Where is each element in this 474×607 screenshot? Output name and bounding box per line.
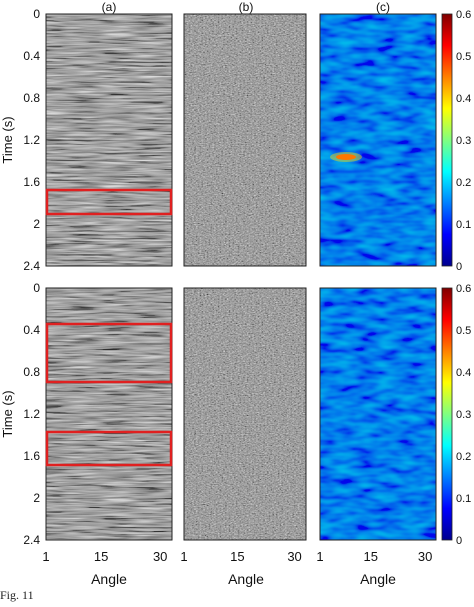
bottom-colorbar-tick-2: 0.2 — [456, 451, 471, 463]
top-y-tick-0: 0 — [33, 7, 40, 21]
top-colorbar — [441, 13, 453, 267]
x-tick-panel0-0: 1 — [42, 549, 49, 564]
top-hotspot — [336, 154, 356, 160]
bottom-y-tick-6: 2.4 — [23, 533, 40, 547]
top-y-tick-5: 2 — [33, 217, 40, 231]
bottom-row — [45, 287, 453, 541]
top-colorbar-tick-4: 0.4 — [456, 93, 471, 105]
x-tick-panel1-0: 1 — [180, 549, 187, 564]
bottom-y-tick-4: 1.6 — [23, 449, 40, 463]
bottom-y-tick-0: 0 — [33, 281, 40, 295]
bottom-colorbar-tick-0: 0 — [456, 535, 462, 547]
bottom-noise-panel — [183, 287, 307, 541]
panel-label-b: (b) — [239, 0, 254, 14]
bottom-highlight-box-1 — [45, 322, 173, 384]
top-colorbar-tick-6: 0.6 — [456, 9, 471, 21]
bottom-colorbar-tick-3: 0.3 — [456, 409, 471, 421]
bottom-colorbar-tick-1: 0.1 — [456, 493, 471, 505]
x-tick-panel2-2: 30 — [418, 549, 432, 564]
top-y-tick-3: 1.2 — [23, 133, 40, 147]
bottom-colorbar-tick-4: 0.4 — [456, 367, 471, 379]
top-seismic-panel — [45, 13, 173, 267]
bottom-y-tick-2: 0.8 — [23, 365, 40, 379]
top-y-tick-4: 1.6 — [23, 175, 40, 189]
bottom-seismic-panel — [45, 287, 173, 541]
x-tick-panel0-1: 15 — [94, 549, 108, 564]
x-axis-title-c: Angle — [360, 571, 396, 587]
y-axis-title-top: Time (s) — [0, 116, 15, 163]
top-row — [45, 13, 453, 267]
x-tick-panel1-1: 15 — [230, 549, 244, 564]
top-highlight-box — [45, 188, 173, 216]
top-colorbar-tick-2: 0.2 — [456, 177, 471, 189]
top-y-tick-6: 2.4 — [23, 259, 40, 273]
top-colorbar-tick-5: 0.5 — [456, 51, 471, 63]
figure-caption: Fig. 11 — [0, 588, 34, 602]
bottom-highlight-box-2 — [45, 430, 173, 467]
x-tick-panel2-1: 15 — [364, 549, 378, 564]
top-colorbar-tick-1: 0.1 — [456, 219, 471, 231]
x-tick-panel1-2: 30 — [287, 549, 301, 564]
tick-layer: 0 0.4 0.8 1.2 1.6 2 2.4 0 0.1 0.2 0.3 0.4 0.5 0.6 0 0.4… — [23, 7, 471, 564]
panel-label-a: (a) — [102, 0, 117, 14]
y-axis-title-bottom: Time (s) — [0, 390, 15, 437]
bottom-spectrum-panel — [319, 287, 437, 541]
panel-label-c: (c) — [376, 0, 390, 14]
top-colorbar-tick-0: 0 — [456, 261, 462, 273]
x-tick-panel0-2: 30 — [153, 549, 167, 564]
bottom-colorbar-tick-5: 0.5 — [456, 325, 471, 337]
x-axis-title-a: Angle — [91, 571, 127, 587]
bottom-y-tick-3: 1.2 — [23, 407, 40, 421]
top-y-tick-1: 0.4 — [23, 49, 40, 63]
bottom-y-tick-1: 0.4 — [23, 323, 40, 337]
top-colorbar-tick-3: 0.3 — [456, 135, 471, 147]
top-y-tick-2: 0.8 — [23, 91, 40, 105]
x-tick-panel2-0: 1 — [316, 549, 323, 564]
bottom-colorbar — [441, 287, 453, 541]
bottom-colorbar-tick-6: 0.6 — [456, 283, 471, 295]
top-spectrum-panel — [319, 13, 437, 267]
top-noise-panel — [183, 13, 307, 267]
x-axis-title-b: Angle — [228, 571, 264, 587]
bottom-y-tick-5: 2 — [33, 491, 40, 505]
